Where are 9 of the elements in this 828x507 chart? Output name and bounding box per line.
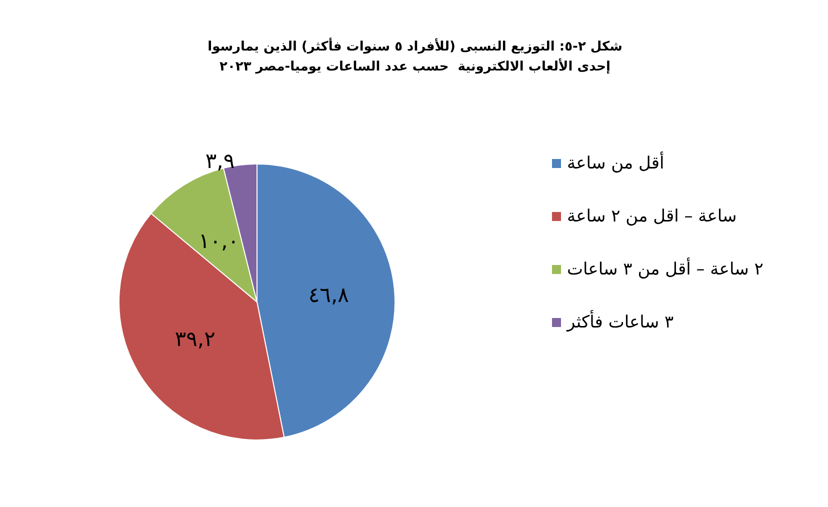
legend-label: ٢ ساعة – أقل من ٣ ساعات: [567, 258, 764, 280]
legend-label: أقل من ساعة: [567, 152, 664, 174]
chart-title: شكل ٢-٥: التوزيع النسبى (للأفراد ٥ سنوات فأكثر) الذين يمارسوا إحدى الألعاب الالكترونية حسب عدد الساعات يوميا-مصر ٢٠٢٣: [208, 38, 622, 74]
legend-label: ٣ ساعات فأكثر: [566, 310, 674, 332]
legend-label: ساعة – اقل من ٢ ساعة: [567, 206, 737, 226]
data-label: ٣٩,٢: [174, 326, 216, 351]
data-label: ٤٦,٨: [308, 282, 349, 307]
data-label: ١٠,٠: [198, 228, 240, 253]
data-label: ٣,٩: [205, 149, 235, 174]
